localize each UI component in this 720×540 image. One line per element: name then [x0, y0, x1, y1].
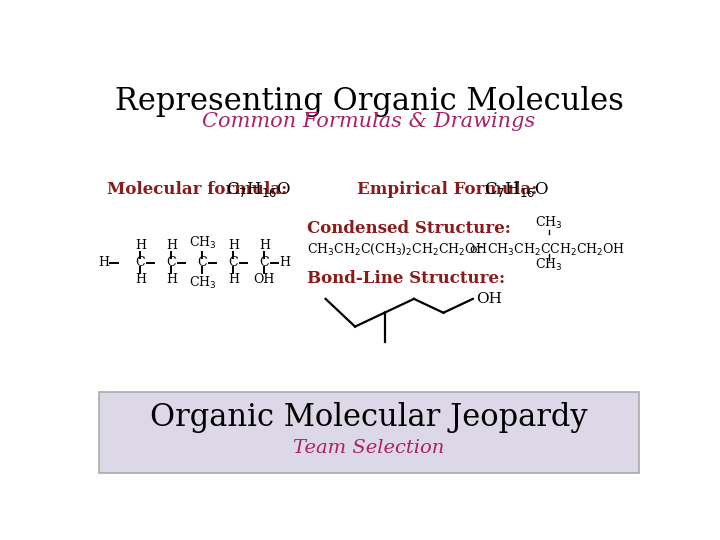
- Text: Bond-Line Structure:: Bond-Line Structure:: [307, 271, 505, 287]
- Text: or: or: [469, 243, 483, 256]
- Text: H: H: [279, 256, 290, 269]
- Text: CH$_3$: CH$_3$: [189, 275, 216, 291]
- Text: H: H: [228, 239, 239, 252]
- Text: Condensed Structure:: Condensed Structure:: [307, 220, 511, 237]
- Text: Organic Molecular Jeopardy: Organic Molecular Jeopardy: [150, 402, 588, 433]
- Text: Team Selection: Team Selection: [293, 439, 445, 457]
- Text: Empirical Formula:: Empirical Formula:: [357, 181, 538, 198]
- Text: CH$_3$: CH$_3$: [189, 234, 216, 251]
- Text: C: C: [166, 256, 176, 269]
- Text: OH: OH: [476, 292, 502, 306]
- Text: C: C: [135, 256, 145, 269]
- Text: Representing Organic Molecules: Representing Organic Molecules: [114, 86, 624, 117]
- FancyBboxPatch shape: [99, 392, 639, 473]
- Text: H: H: [135, 239, 146, 252]
- Text: H: H: [228, 273, 239, 286]
- Text: H: H: [99, 256, 109, 269]
- Text: Common Formulas & Drawings: Common Formulas & Drawings: [202, 112, 536, 131]
- Text: CH$_3$: CH$_3$: [535, 257, 562, 273]
- Text: OH: OH: [253, 273, 275, 286]
- Text: CH$_3$CH$_2$CCH$_2$CH$_2$OH: CH$_3$CH$_2$CCH$_2$CH$_2$OH: [487, 241, 625, 258]
- Text: CH$_3$: CH$_3$: [535, 214, 562, 231]
- Text: C$_7$H$_{16}$O: C$_7$H$_{16}$O: [484, 180, 549, 199]
- Text: H: H: [166, 239, 177, 252]
- Text: C: C: [228, 256, 238, 269]
- Text: CH$_3$CH$_2$C(CH$_3$)$_2$CH$_2$CH$_2$OH: CH$_3$CH$_2$C(CH$_3$)$_2$CH$_2$CH$_2$OH: [307, 242, 487, 257]
- Text: Molecular formula:: Molecular formula:: [107, 181, 287, 198]
- Text: C$_7$H$_{16}$O: C$_7$H$_{16}$O: [225, 180, 291, 199]
- Text: C: C: [260, 256, 269, 269]
- Text: H: H: [135, 273, 146, 286]
- Text: C: C: [197, 256, 207, 269]
- Text: H: H: [166, 273, 177, 286]
- Text: H: H: [259, 239, 270, 252]
